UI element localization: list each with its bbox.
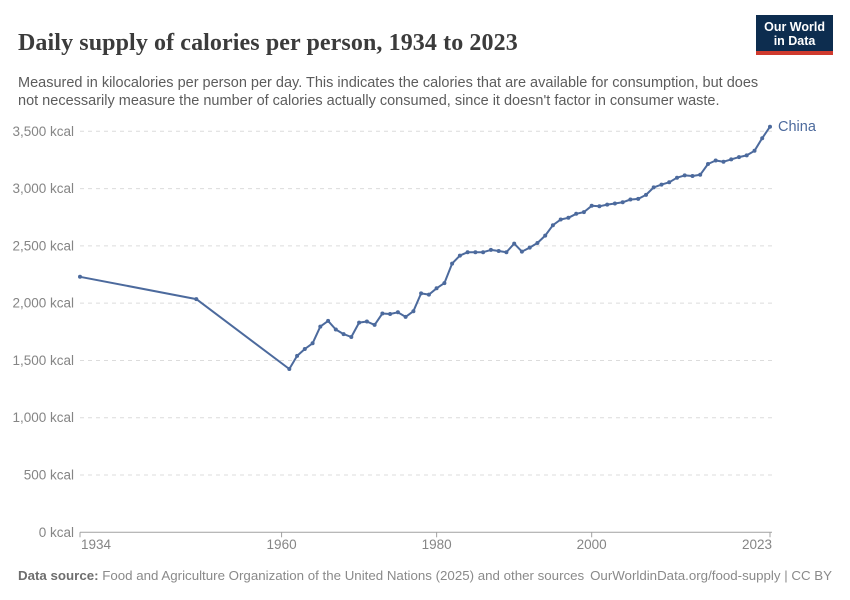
data-point-marker[interactable] [744,153,749,158]
owid-logo-line1: Our World [764,20,825,34]
data-source-text: Food and Agriculture Organization of the… [98,568,585,583]
data-point-marker[interactable] [333,327,338,332]
data-point-marker[interactable] [659,182,664,187]
data-point-marker[interactable] [465,250,470,255]
data-point-marker[interactable] [403,314,408,319]
data-point-marker[interactable] [302,347,307,351]
owid-logo-line2: in Data [773,34,816,48]
data-point-marker[interactable] [768,124,772,129]
data-point-marker[interactable] [434,286,439,291]
data-point-marker[interactable] [566,215,571,220]
data-point-marker[interactable] [442,281,447,286]
entity-label-china[interactable]: China [778,119,817,135]
data-point-marker[interactable] [357,320,362,325]
data-point-marker[interactable] [574,211,579,216]
data-source-note: Data source: Food and Agriculture Organi… [18,568,584,583]
x-axis-tick-label: 1934 [81,537,112,552]
data-point-marker[interactable] [504,250,509,255]
y-axis-tick-label: 3,000 kcal [12,181,74,196]
y-axis-tick-label: 1,000 kcal [12,410,74,425]
chart-footer: Data source: Food and Agriculture Organi… [18,568,832,583]
data-point-marker[interactable] [612,201,617,206]
data-point-marker[interactable] [651,185,656,190]
data-point-marker[interactable] [295,353,300,358]
data-point-marker[interactable] [395,310,400,315]
data-point-marker[interactable] [78,274,82,279]
data-point-marker[interactable] [457,253,462,258]
data-point-marker[interactable] [760,136,765,141]
y-axis-tick-label: 500 kcal [24,468,74,483]
y-axis-tick-label: 2,500 kcal [12,238,74,253]
data-point-marker[interactable] [644,192,648,197]
data-point-marker[interactable] [558,217,563,222]
x-axis-tick-label: 1980 [422,537,452,552]
data-point-marker[interactable] [481,250,486,255]
data-point-marker[interactable] [752,148,757,153]
x-axis-tick-label: 1960 [267,537,297,552]
data-point-marker[interactable] [682,173,687,178]
data-point-marker[interactable] [388,312,393,316]
data-point-marker[interactable] [473,250,478,255]
data-source-label: Data source: [18,568,99,583]
chart-subtitle: Measured in kilocalories per person per … [18,74,759,110]
data-point-marker[interactable] [628,197,633,202]
page-title: Daily supply of calories per person, 193… [18,30,518,57]
data-point-marker[interactable] [426,292,431,297]
data-point-marker[interactable] [527,245,532,250]
data-point-marker[interactable] [372,322,377,327]
data-point-marker[interactable] [194,297,199,302]
data-point-marker[interactable] [620,200,625,205]
owid-logo[interactable]: Our World in Data [756,15,833,55]
data-point-marker[interactable] [737,155,741,160]
series-line-china[interactable]: China [78,119,817,371]
data-point-marker[interactable] [380,311,385,316]
x-axis-tick-label: 2000 [577,537,607,552]
data-point-marker[interactable] [287,367,292,371]
data-point-marker[interactable] [706,162,710,166]
owid-url-link[interactable]: OurWorldinData.org/food-supply | CC BY [590,568,832,583]
series-path[interactable] [79,125,771,370]
y-axis-tick-label: 2,000 kcal [12,296,74,311]
x-axis-tick-label: 2023 [742,537,772,552]
data-point-marker[interactable] [636,196,641,201]
data-point-marker[interactable] [310,341,315,346]
data-point-marker[interactable] [581,210,586,215]
data-point-marker[interactable] [341,332,346,337]
data-point-marker[interactable] [675,175,679,180]
line-chart-canvas: 0 kcal 500 kcal 1,000 kcal 1,500 kcal 2,000 … [12,119,817,552]
data-point-marker[interactable] [512,241,517,246]
data-point-marker[interactable] [667,180,672,185]
data-point-marker[interactable] [419,291,424,296]
data-point-marker[interactable] [411,309,416,314]
data-point-marker[interactable] [349,335,354,339]
y-axis-tick-label: 1,500 kcal [12,353,74,368]
data-point-marker[interactable] [519,249,524,254]
data-point-marker[interactable] [364,319,369,324]
data-point-marker[interactable] [550,223,555,228]
data-point-marker[interactable] [589,203,594,208]
data-point-marker[interactable] [488,247,493,252]
data-point-marker[interactable] [535,241,540,245]
data-point-marker[interactable] [543,233,548,238]
data-point-marker[interactable] [326,318,331,323]
data-point-marker[interactable] [450,261,455,266]
data-point-marker[interactable] [729,157,734,162]
y-axis-tick-label: 0 kcal [39,525,74,540]
data-point-marker[interactable] [318,324,323,329]
data-point-marker[interactable] [605,202,610,207]
data-point-marker[interactable] [690,174,695,178]
y-axis-tick-label: 3,500 kcal [12,124,74,139]
data-point-marker[interactable] [496,249,501,253]
data-point-marker[interactable] [698,172,703,177]
data-point-marker[interactable] [721,159,726,164]
data-point-marker[interactable] [597,204,602,209]
data-point-marker[interactable] [713,158,718,163]
